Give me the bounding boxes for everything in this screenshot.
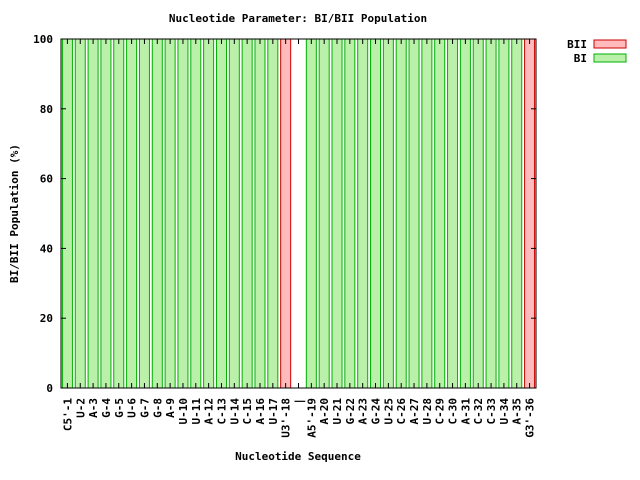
bar-bi-15 [254,38,266,389]
x-tick-label: C5'-1 [61,398,74,431]
bar-bi-5 [126,38,138,389]
x-tick-label: A-35 [511,398,524,425]
x-tick-label: C-32 [472,398,485,425]
bar-bi-16 [267,38,279,389]
x-tick-label: U-2 [74,398,87,418]
bar-bi-24 [370,38,382,389]
x-tick-label: A-20 [318,398,331,425]
x-tick-label: A-23 [357,398,370,425]
bar-bi-1 [74,38,86,389]
y-axis: 0 20 40 60 80 100 [33,33,536,395]
bar-bi-12 [215,38,227,389]
legend-label-bi: BI [574,52,587,65]
x-tick-label: C-15 [241,398,254,425]
x-tick-label: G-7 [138,398,151,418]
bar-bi-2 [87,38,99,389]
bar-bi-23 [357,38,369,389]
bars-group [61,38,536,389]
x-tick-label: U-25 [382,398,395,425]
y-tick-label: 80 [40,103,53,116]
bar-bi-10 [190,38,202,389]
bar-bi-13 [228,38,240,389]
x-axis: C5'-1 U-2 A-3 G-4 G-5 U-6 G-7 G-8 A-9 U-10 U-11 A-1… [61,39,537,438]
bar-bi-31 [459,38,471,389]
bar-bi-33 [485,38,497,389]
chart-title: Nucleotide Parameter: BI/BII Population [169,12,427,25]
x-axis-label: Nucleotide Sequence [235,450,361,463]
y-tick-label: 0 [46,382,53,395]
x-tick-label: C-29 [434,398,447,425]
bar-bii-17 [280,38,292,389]
bar-bi-28 [421,38,433,389]
x-tick-label: A-3 [87,398,100,418]
bar-bi-34 [498,38,510,389]
x-tick-label: C-30 [447,398,460,425]
x-tick-label: C-33 [485,398,498,425]
x-tick-label: U-28 [421,398,434,425]
bar-bi-26 [395,38,407,389]
bar-bi-6 [138,38,150,389]
bar-bi-9 [177,38,189,389]
x-tick-label: A-9 [164,398,177,418]
x-tick-label: G3'-36 [524,398,537,438]
x-tick-label: G-5 [113,398,126,418]
bar-bi-25 [382,38,394,389]
bar-bii-36 [524,38,536,389]
bar-bi-11 [203,38,215,389]
bar-bi-21 [331,38,343,389]
legend-swatch-bii [593,39,627,49]
bar-bi-32 [472,38,484,389]
bar-bi-30 [447,38,459,389]
bar-bi-27 [408,38,420,389]
x-tick-label: C-13 [215,398,228,425]
x-tick-label: A-27 [408,398,421,425]
bar-bi-19 [305,38,317,389]
x-tick-label: U3'-18 [280,398,293,438]
x-tick-label: U-17 [267,398,280,425]
x-tick-label: C-26 [395,398,408,425]
x-tick-label: U-14 [228,398,241,425]
bar-bi-8 [164,38,176,389]
x-tick-label: | [293,398,306,405]
x-tick-label: G-22 [344,398,357,425]
bar-bi-3 [100,38,112,389]
y-tick-label: 20 [40,312,53,325]
x-tick-label: A-12 [203,398,216,425]
bar-bi-29 [434,38,446,389]
x-tick-label: A-16 [254,398,267,425]
bar-bi-7 [151,38,163,389]
bar-bi-4 [113,38,125,389]
x-tick-label: A-31 [459,398,472,425]
y-tick-label: 40 [40,242,53,255]
bar-bi-14 [241,38,253,389]
x-tick-label: U-6 [126,398,139,418]
bar-bi-20 [318,38,330,389]
x-tick-label: U-11 [190,398,203,425]
x-tick-label: G-24 [370,398,383,425]
y-tick-label: 100 [33,33,53,46]
bar-bi-22 [344,38,356,389]
x-tick-label: U-34 [498,398,511,425]
bar-bi-0 [61,38,73,389]
bar-bi-35 [511,38,523,389]
legend-label-bii: BII [567,38,587,51]
y-axis-label: BI/BII Population (%) [8,144,21,283]
x-tick-label: G-8 [151,398,164,418]
x-tick-label: U-10 [177,398,190,425]
x-tick-label: A5'-19 [305,398,318,438]
legend-swatch-bi [593,53,627,63]
x-tick-label: U-21 [331,398,344,425]
y-tick-label: 60 [40,173,53,186]
x-tick-label: G-4 [100,398,113,418]
